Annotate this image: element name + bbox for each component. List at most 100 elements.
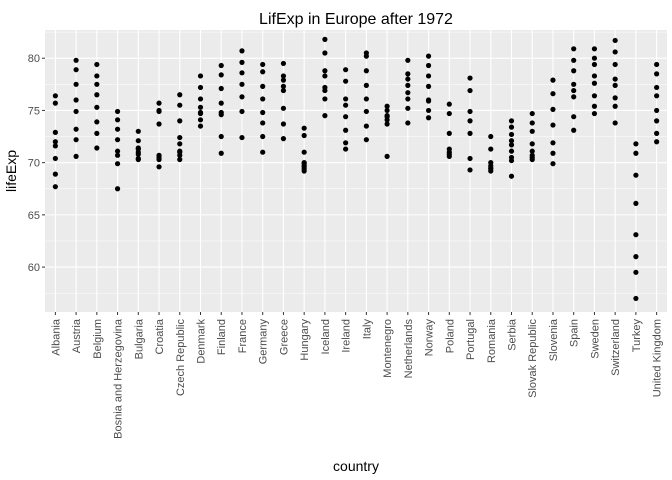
data-point — [633, 200, 639, 206]
data-point — [591, 46, 598, 52]
data-point — [343, 127, 349, 133]
x-tick-label: Ireland — [341, 319, 353, 353]
data-point — [260, 96, 266, 102]
data-point — [135, 128, 141, 134]
x-tick-label: France — [237, 319, 249, 353]
data-point — [467, 118, 473, 124]
x-tick-label: Finland — [216, 319, 228, 355]
data-point — [177, 102, 183, 108]
data-point — [425, 62, 432, 69]
data-point — [508, 142, 515, 148]
data-point — [135, 145, 141, 151]
data-point — [156, 100, 162, 106]
data-point — [633, 150, 639, 156]
data-point — [612, 37, 618, 44]
x-tick-label: Serbia — [507, 318, 519, 351]
x-tick-label: Greece — [278, 319, 290, 355]
x-tick-label: Bosnia and Herzegovina — [113, 318, 125, 439]
data-point — [405, 71, 411, 77]
data-point — [177, 148, 183, 154]
data-point — [591, 93, 598, 99]
x-tick-label: Portugal — [465, 319, 477, 360]
data-point — [529, 110, 535, 117]
data-point — [633, 254, 639, 260]
data-point — [633, 295, 639, 302]
x-tick-label: Austria — [71, 318, 83, 353]
data-point — [156, 164, 162, 170]
data-point — [343, 67, 349, 73]
data-point — [488, 160, 494, 166]
data-point — [239, 134, 245, 141]
x-tick-label: Norway — [424, 319, 436, 357]
data-point — [591, 61, 598, 68]
data-point — [94, 130, 100, 136]
data-point — [218, 150, 224, 156]
x-tick-label: Hungary — [299, 319, 311, 361]
data-point — [425, 115, 432, 121]
data-point — [571, 46, 577, 52]
data-point — [612, 95, 618, 101]
data-point — [197, 73, 204, 79]
data-point — [591, 73, 598, 79]
data-point — [73, 57, 79, 63]
data-point — [488, 133, 494, 140]
data-point — [571, 87, 577, 94]
data-point — [197, 104, 204, 110]
data-point — [343, 96, 349, 102]
data-point — [384, 153, 390, 159]
chart-title: LifExp in Europe after 1972 — [259, 11, 453, 28]
data-point — [280, 73, 287, 79]
x-tick-label: Iceland — [320, 319, 332, 354]
data-point — [218, 85, 224, 92]
data-point — [591, 80, 598, 86]
data-point — [654, 139, 660, 145]
x-tick-label: Czech Republic — [175, 319, 187, 397]
data-point — [197, 117, 204, 123]
data-point — [239, 59, 245, 65]
data-point — [363, 68, 369, 74]
data-point — [301, 149, 307, 155]
data-point — [508, 173, 515, 179]
data-point — [550, 77, 556, 83]
data-point — [322, 68, 328, 74]
y-tick-label: 70 — [28, 158, 40, 170]
data-point — [94, 104, 100, 110]
data-point — [94, 61, 100, 68]
data-point — [384, 113, 390, 119]
data-point — [425, 73, 432, 79]
data-point — [114, 126, 121, 132]
x-tick-label: Poland — [444, 319, 456, 353]
data-point — [280, 83, 287, 89]
x-tick-label: United Kingdom — [652, 319, 664, 397]
data-point — [633, 172, 639, 178]
data-point — [405, 76, 411, 82]
data-point — [197, 84, 204, 91]
data-point — [508, 124, 515, 130]
data-point — [405, 82, 411, 88]
x-tick-label: Croatia — [154, 318, 166, 354]
data-point — [177, 134, 183, 141]
data-point — [260, 83, 266, 89]
data-point — [73, 81, 79, 87]
data-point — [446, 101, 452, 107]
data-point — [363, 123, 369, 129]
data-point — [114, 152, 121, 158]
data-point — [218, 109, 224, 116]
data-point — [177, 92, 183, 98]
data-point — [571, 57, 577, 63]
x-axis-title: country — [333, 458, 379, 474]
data-point — [52, 171, 58, 177]
x-tick-label: Turkey — [631, 319, 643, 353]
data-point — [135, 155, 141, 162]
data-point — [260, 61, 266, 68]
x-tick-label: Denmark — [196, 319, 208, 364]
data-point — [529, 128, 535, 134]
data-point — [343, 146, 349, 152]
data-point — [52, 184, 58, 190]
data-point — [343, 78, 349, 84]
data-point — [612, 61, 618, 68]
data-point — [508, 138, 515, 144]
data-point — [550, 122, 556, 128]
y-tick-label: 60 — [28, 262, 40, 274]
data-point — [550, 161, 556, 167]
